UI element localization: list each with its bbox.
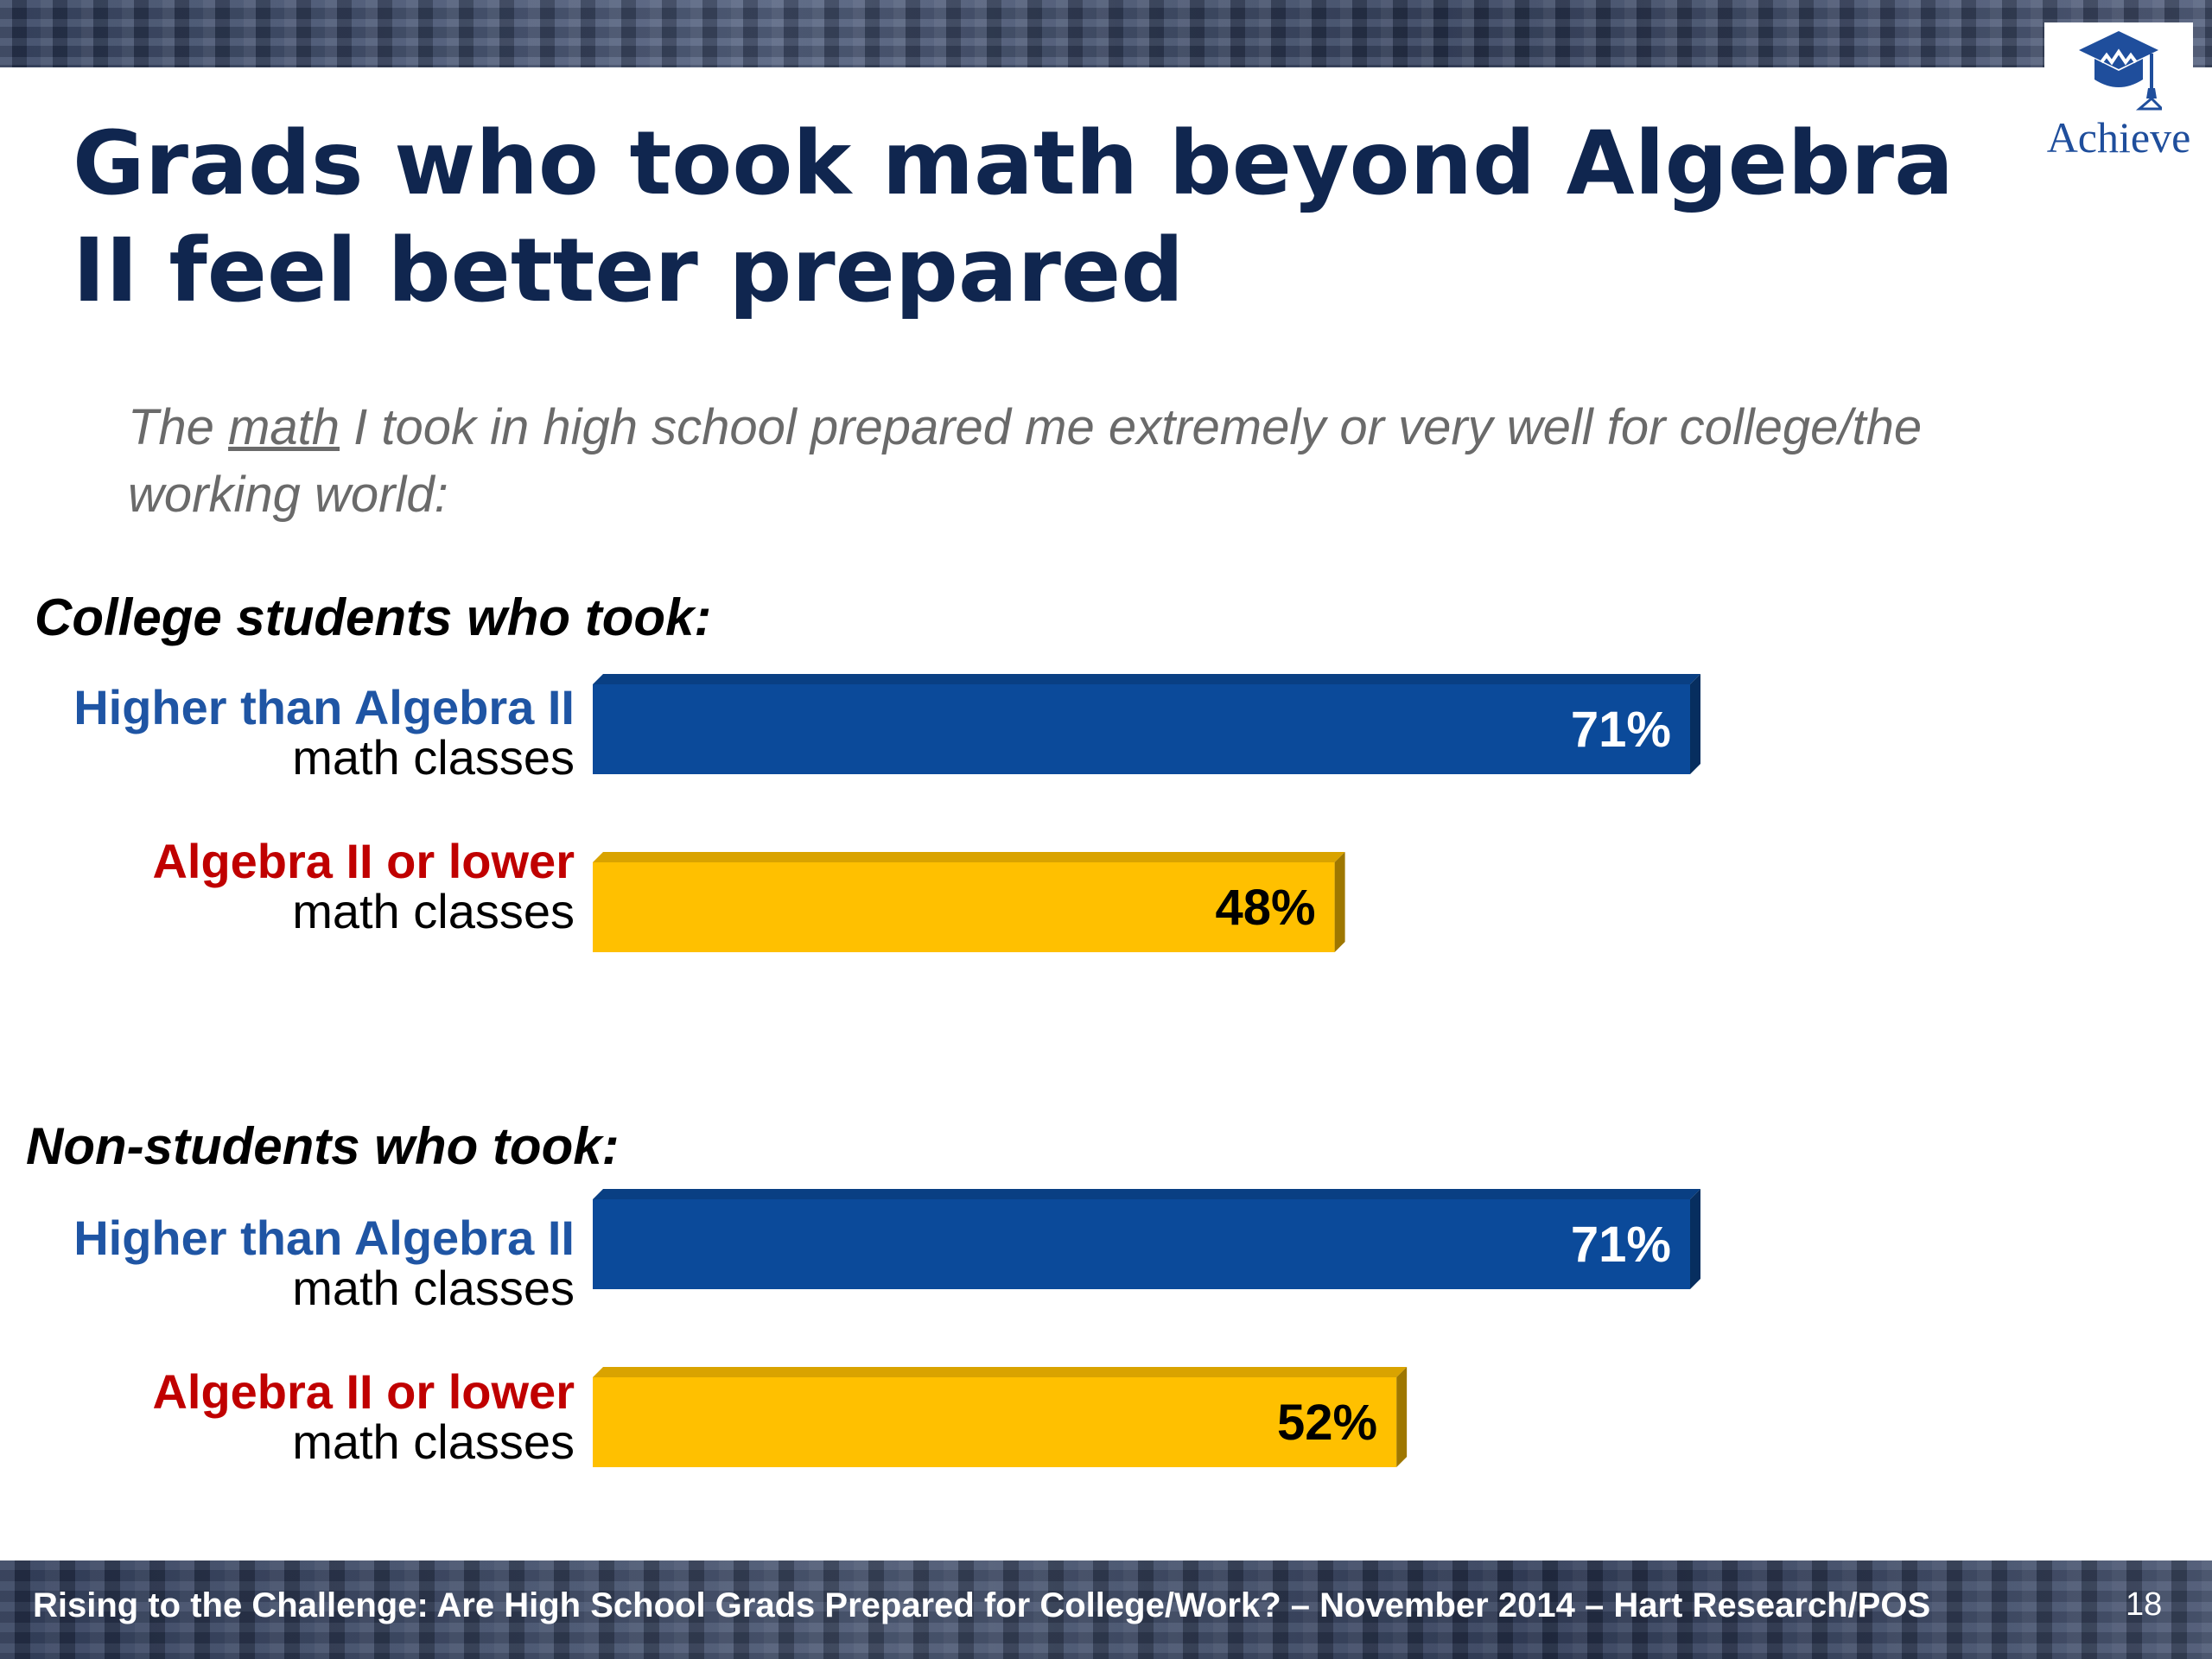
bar-label-line1: Algebra II or lower bbox=[152, 1364, 575, 1419]
achieve-logo: Achieve bbox=[2044, 22, 2193, 162]
bar-label-non-students-higher: Higher than Algebra II math classes bbox=[17, 1213, 575, 1313]
bar-side-face bbox=[1334, 852, 1345, 952]
bar-top-face bbox=[593, 1367, 1408, 1377]
footer-photo-band bbox=[0, 1560, 2212, 1659]
bar-label-line2: math classes bbox=[292, 1261, 575, 1315]
bar-0-1 bbox=[593, 862, 1335, 952]
bar-value-label: 52% bbox=[1277, 1395, 1377, 1451]
bar-side-face bbox=[1690, 1189, 1700, 1289]
group-title-non-students: Non-students who took: bbox=[26, 1117, 620, 1175]
bar-label-non-students-lower: Algebra II or lower math classes bbox=[17, 1367, 575, 1467]
bar-label-college-higher: Higher than Algebra II math classes bbox=[17, 683, 575, 783]
logo-text: Achieve bbox=[2046, 113, 2191, 162]
subtitle-post: I took in high school prepared me extrem… bbox=[128, 399, 1923, 523]
bar-top-face bbox=[593, 1189, 1700, 1199]
bar-label-college-lower: Algebra II or lower math classes bbox=[17, 836, 575, 937]
bar-label-line1: Higher than Algebra II bbox=[73, 1211, 575, 1265]
chart-subtitle: The math I took in high school prepared … bbox=[128, 394, 1942, 529]
subtitle-pre: The bbox=[128, 399, 229, 455]
bar-0-0 bbox=[593, 684, 1690, 774]
bar-value-label: 71% bbox=[1571, 702, 1671, 758]
header-photo-band bbox=[0, 0, 2212, 67]
bar-value-label: 48% bbox=[1215, 880, 1315, 936]
footer-source-text: Rising to the Challenge: Are High School… bbox=[33, 1586, 1931, 1624]
page-title: Grads who took math beyond Algebra II fe… bbox=[73, 112, 1954, 322]
bar-label-line1: Higher than Algebra II bbox=[73, 680, 575, 734]
page-number: 18 bbox=[2126, 1586, 2163, 1623]
bar-top-face bbox=[593, 852, 1345, 862]
bar-side-face bbox=[1396, 1367, 1408, 1467]
subtitle-underlined: math bbox=[228, 399, 340, 455]
bar-1-1 bbox=[593, 1377, 1397, 1467]
bar-label-line2: math classes bbox=[292, 1414, 575, 1469]
bar-value-label: 71% bbox=[1571, 1217, 1671, 1273]
bar-1-0 bbox=[593, 1199, 1690, 1289]
group-title-college: College students who took: bbox=[35, 588, 712, 646]
bar-label-line2: math classes bbox=[292, 884, 575, 938]
bar-label-line1: Algebra II or lower bbox=[152, 834, 575, 888]
bar-top-face bbox=[593, 674, 1700, 684]
bar-side-face bbox=[1690, 674, 1700, 774]
graduation-cap-icon bbox=[2079, 31, 2162, 111]
bar-label-line2: math classes bbox=[292, 730, 575, 785]
